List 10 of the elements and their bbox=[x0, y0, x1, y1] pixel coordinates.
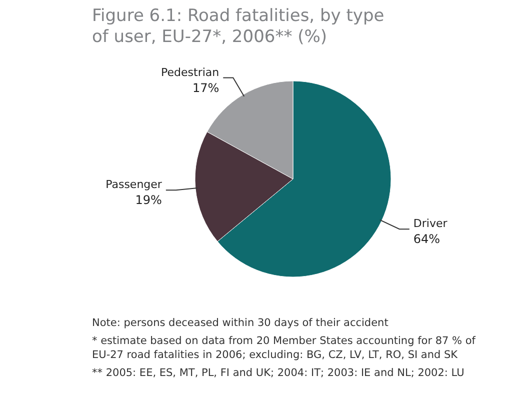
chart-title: Figure 6.1: Road fatalities, by type of user, EU-27*, 2006** (%) bbox=[92, 6, 386, 48]
slice-label: Pedestrian bbox=[161, 66, 220, 79]
data-label: 17% bbox=[192, 80, 220, 95]
slice-label: Driver bbox=[413, 217, 448, 230]
text: * estimate based on data from 20 Member States accounting for 87 % of EU-27 road fatalities in 2006; excluding: BG, CZ, LV, LT, RO, SI and SK bbox=[92, 334, 477, 362]
data-label: 19% bbox=[135, 193, 162, 208]
data-label: 64% bbox=[413, 232, 440, 246]
text: ** 2005: EE, ES, MT, PL, FI and UK; 2004: IT; 2003: IE and NL; 2002: LU bbox=[92, 366, 466, 380]
text: Note: persons deceased within 30 days of their accident bbox=[92, 316, 390, 330]
slice-label: Passenger bbox=[106, 178, 162, 192]
